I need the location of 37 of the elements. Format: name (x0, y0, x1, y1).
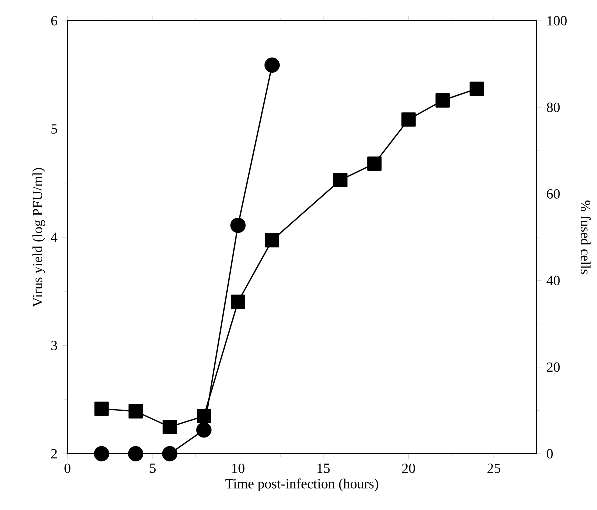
y2-axis-title: % fused cells (580, 200, 591, 274)
point (436, 94, 450, 108)
y-tick-label: 6 (51, 16, 58, 26)
point (230, 218, 246, 234)
y-tick-label: 2 (51, 449, 58, 459)
x-tick-label: 15 (318, 464, 330, 474)
y-tick-label: 4 (51, 232, 58, 242)
point (196, 422, 212, 438)
point (196, 409, 212, 424)
point (402, 112, 416, 127)
x-tick-label: 0 (64, 464, 71, 474)
y2-tick-label: 80 (547, 102, 560, 112)
point (333, 173, 348, 188)
x-tick-label: 20 (402, 464, 416, 474)
point (128, 404, 144, 419)
point (265, 233, 280, 248)
y-axis-title: Virus yield (log PFU/ml) (32, 168, 46, 308)
point (162, 446, 178, 462)
x-tick-label: 5 (150, 464, 156, 474)
x-tick-label: 25 (488, 464, 501, 474)
y2-tick-label: 40 (546, 276, 560, 286)
y2-tick-label: 20 (547, 362, 560, 372)
y2-tick-label: 60 (547, 189, 560, 199)
y2-tick-label: 100 (548, 16, 567, 26)
x-axis-title: Time post-infection (hours) (226, 478, 378, 492)
y-tick-label: 5 (52, 124, 58, 134)
x-tick-label: 10 (232, 464, 245, 474)
point (368, 156, 382, 172)
y-tick-label: 3 (52, 341, 58, 350)
point (470, 82, 484, 96)
point (94, 446, 110, 462)
y2-tick-label: 0 (547, 449, 553, 459)
point (128, 446, 144, 462)
point (264, 58, 280, 74)
point (231, 294, 246, 310)
point (94, 402, 109, 416)
point (162, 420, 178, 434)
